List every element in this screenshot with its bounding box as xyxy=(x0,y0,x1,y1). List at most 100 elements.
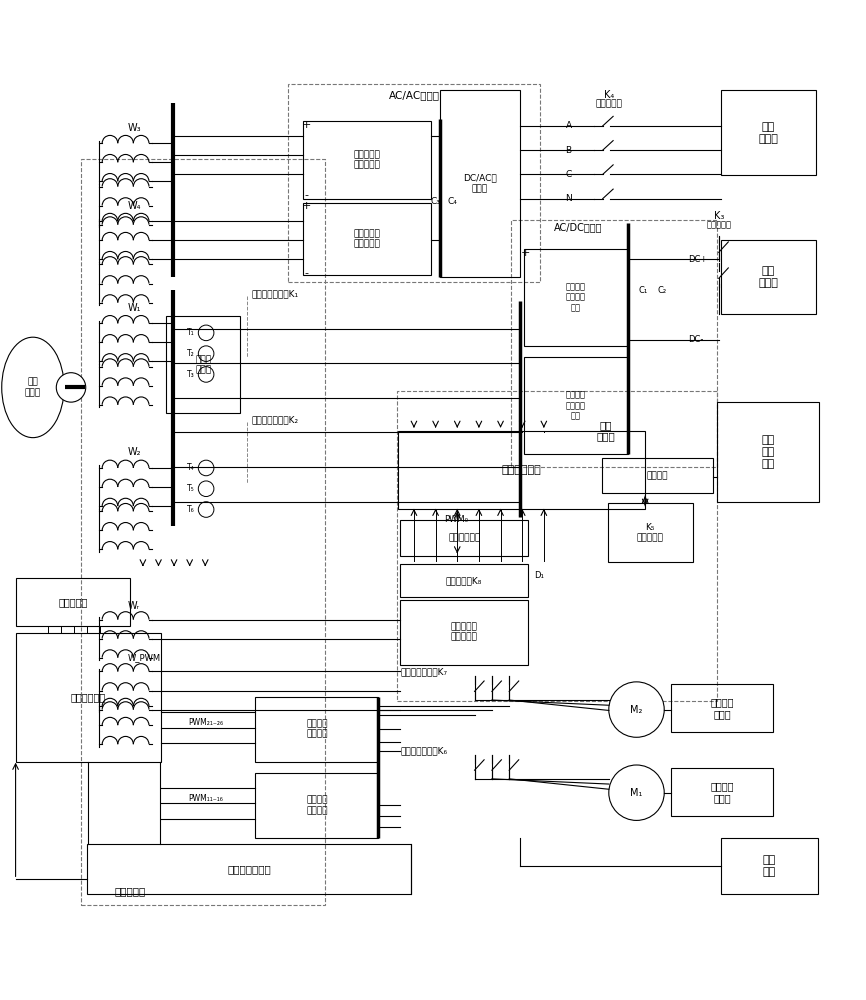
Text: DC/AC变
换单元: DC/AC变 换单元 xyxy=(463,174,496,193)
Text: A: A xyxy=(565,121,572,130)
Bar xyxy=(87,844,411,894)
Text: C₄: C₄ xyxy=(447,197,457,206)
Text: 发电控制单元: 发电控制单元 xyxy=(502,465,541,475)
Text: AC/AC变换器: AC/AC变换器 xyxy=(389,90,439,100)
Circle shape xyxy=(198,502,214,517)
Text: T₂: T₂ xyxy=(187,349,195,358)
Text: C₂: C₂ xyxy=(658,286,667,295)
Text: W₃: W₃ xyxy=(128,123,142,133)
Bar xyxy=(524,249,628,346)
Ellipse shape xyxy=(2,337,64,438)
Text: 飞机
管理
系统: 飞机 管理 系统 xyxy=(761,435,775,469)
Bar xyxy=(608,503,693,562)
Text: D₁: D₁ xyxy=(533,571,544,580)
Bar xyxy=(398,431,645,509)
Text: W₄: W₄ xyxy=(128,201,142,211)
Bar xyxy=(400,520,528,556)
Text: PWM₀: PWM₀ xyxy=(444,515,469,524)
Text: 第二无刷
电动机: 第二无刷 电动机 xyxy=(710,697,734,719)
Text: 起动发电机: 起动发电机 xyxy=(114,887,145,897)
Text: AC/DC整流器: AC/DC整流器 xyxy=(554,222,603,232)
Bar xyxy=(288,84,540,282)
Text: 第四桥式不
控整流电路: 第四桥式不 控整流电路 xyxy=(353,229,381,249)
Text: 第二全桥
逆变电路: 第二全桥 逆变电路 xyxy=(307,719,327,739)
Bar xyxy=(16,633,161,762)
Text: 直流接触器: 直流接触器 xyxy=(707,220,731,229)
Bar xyxy=(400,564,528,597)
Text: -: - xyxy=(305,190,308,200)
Text: T₆: T₆ xyxy=(187,505,195,514)
Text: K₄: K₄ xyxy=(604,90,614,100)
Circle shape xyxy=(198,325,214,341)
Text: B: B xyxy=(565,146,572,155)
Text: 发电
控制器: 发电 控制器 xyxy=(597,420,616,442)
Bar xyxy=(602,458,713,493)
Text: 第一无刷
电动机: 第一无刷 电动机 xyxy=(710,781,734,803)
Text: +: + xyxy=(302,201,311,211)
Text: T₅: T₅ xyxy=(187,484,195,493)
Circle shape xyxy=(56,373,86,402)
Text: 直流
汇流条: 直流 汇流条 xyxy=(759,266,778,288)
Bar xyxy=(671,684,773,732)
Text: K₅
起动接触器: K₅ 起动接触器 xyxy=(637,523,664,543)
Text: 飞机
发动机: 飞机 发动机 xyxy=(25,378,41,397)
Text: T₄: T₄ xyxy=(187,463,195,472)
Text: Wᵣ: Wᵣ xyxy=(128,601,140,611)
Text: 交流接触器: 交流接触器 xyxy=(595,99,623,108)
Bar xyxy=(255,697,378,762)
Text: 励磁斩波电路: 励磁斩波电路 xyxy=(448,534,481,543)
Text: +: + xyxy=(302,120,311,130)
Text: 复用起动控制器: 复用起动控制器 xyxy=(227,864,271,874)
Text: DC-: DC- xyxy=(688,335,704,344)
Text: 数据总线: 数据总线 xyxy=(647,471,668,480)
Bar xyxy=(166,316,240,413)
Text: 第二复用接触器K₇: 第二复用接触器K₇ xyxy=(400,667,447,676)
Bar xyxy=(721,90,816,175)
Circle shape xyxy=(609,682,664,737)
Bar xyxy=(303,203,431,275)
Text: C₃: C₃ xyxy=(430,197,441,206)
Circle shape xyxy=(609,765,664,820)
Text: PWM₂₁₋₂₆: PWM₂₁₋₂₆ xyxy=(188,718,223,727)
Bar xyxy=(511,220,717,467)
Text: 电流检
测单元: 电流检 测单元 xyxy=(195,355,211,375)
Text: W₂: W₂ xyxy=(128,447,142,457)
Bar xyxy=(440,90,520,277)
Circle shape xyxy=(198,460,214,476)
Text: PWM₁₁₋₁₆: PWM₁₁₋₁₆ xyxy=(189,794,223,803)
Text: C₁: C₁ xyxy=(639,286,648,295)
Text: W₁: W₁ xyxy=(128,303,142,313)
Text: 第一复用接触器K₆: 第一复用接触器K₆ xyxy=(400,747,447,756)
Text: 第一桥式
不控整流
电路: 第一桥式 不控整流 电路 xyxy=(565,282,586,312)
Circle shape xyxy=(198,481,214,497)
Text: DC+: DC+ xyxy=(688,255,708,264)
Text: 起动控制单元: 起动控制单元 xyxy=(71,692,106,702)
Bar xyxy=(303,121,431,199)
Text: 交流
汇流条: 交流 汇流条 xyxy=(759,122,778,144)
Text: W_PWM: W_PWM xyxy=(128,653,161,662)
Text: M₂: M₂ xyxy=(630,705,643,715)
Bar xyxy=(255,773,378,838)
Bar xyxy=(721,240,816,314)
Text: +: + xyxy=(521,248,530,258)
Text: 直流
电源: 直流 电源 xyxy=(762,855,776,877)
Text: 第二桥式
不控整流
电路: 第二桥式 不控整流 电路 xyxy=(565,391,586,421)
Bar xyxy=(717,402,819,502)
Bar xyxy=(524,357,628,454)
Circle shape xyxy=(198,367,214,382)
Bar xyxy=(397,391,717,701)
Bar xyxy=(721,838,818,894)
Text: 励磁接触器K₈: 励磁接触器K₈ xyxy=(446,576,482,585)
Text: 霍尔传感器: 霍尔传感器 xyxy=(58,597,87,607)
Text: 第一转换接触器K₁: 第一转换接触器K₁ xyxy=(251,289,298,298)
Text: -: - xyxy=(305,268,308,278)
Text: T₁: T₁ xyxy=(187,328,195,337)
Circle shape xyxy=(198,346,214,361)
Bar xyxy=(671,768,773,816)
Text: 第二转换接触器K₂: 第二转换接触器K₂ xyxy=(251,416,298,425)
Text: K₃: K₃ xyxy=(714,211,724,221)
Text: N: N xyxy=(565,194,572,203)
Text: 第一全桥
逆变电路: 第一全桥 逆变电路 xyxy=(307,796,327,815)
Text: C: C xyxy=(565,170,572,179)
Text: 第五桥式不
控整流电路: 第五桥式不 控整流电路 xyxy=(450,622,478,642)
